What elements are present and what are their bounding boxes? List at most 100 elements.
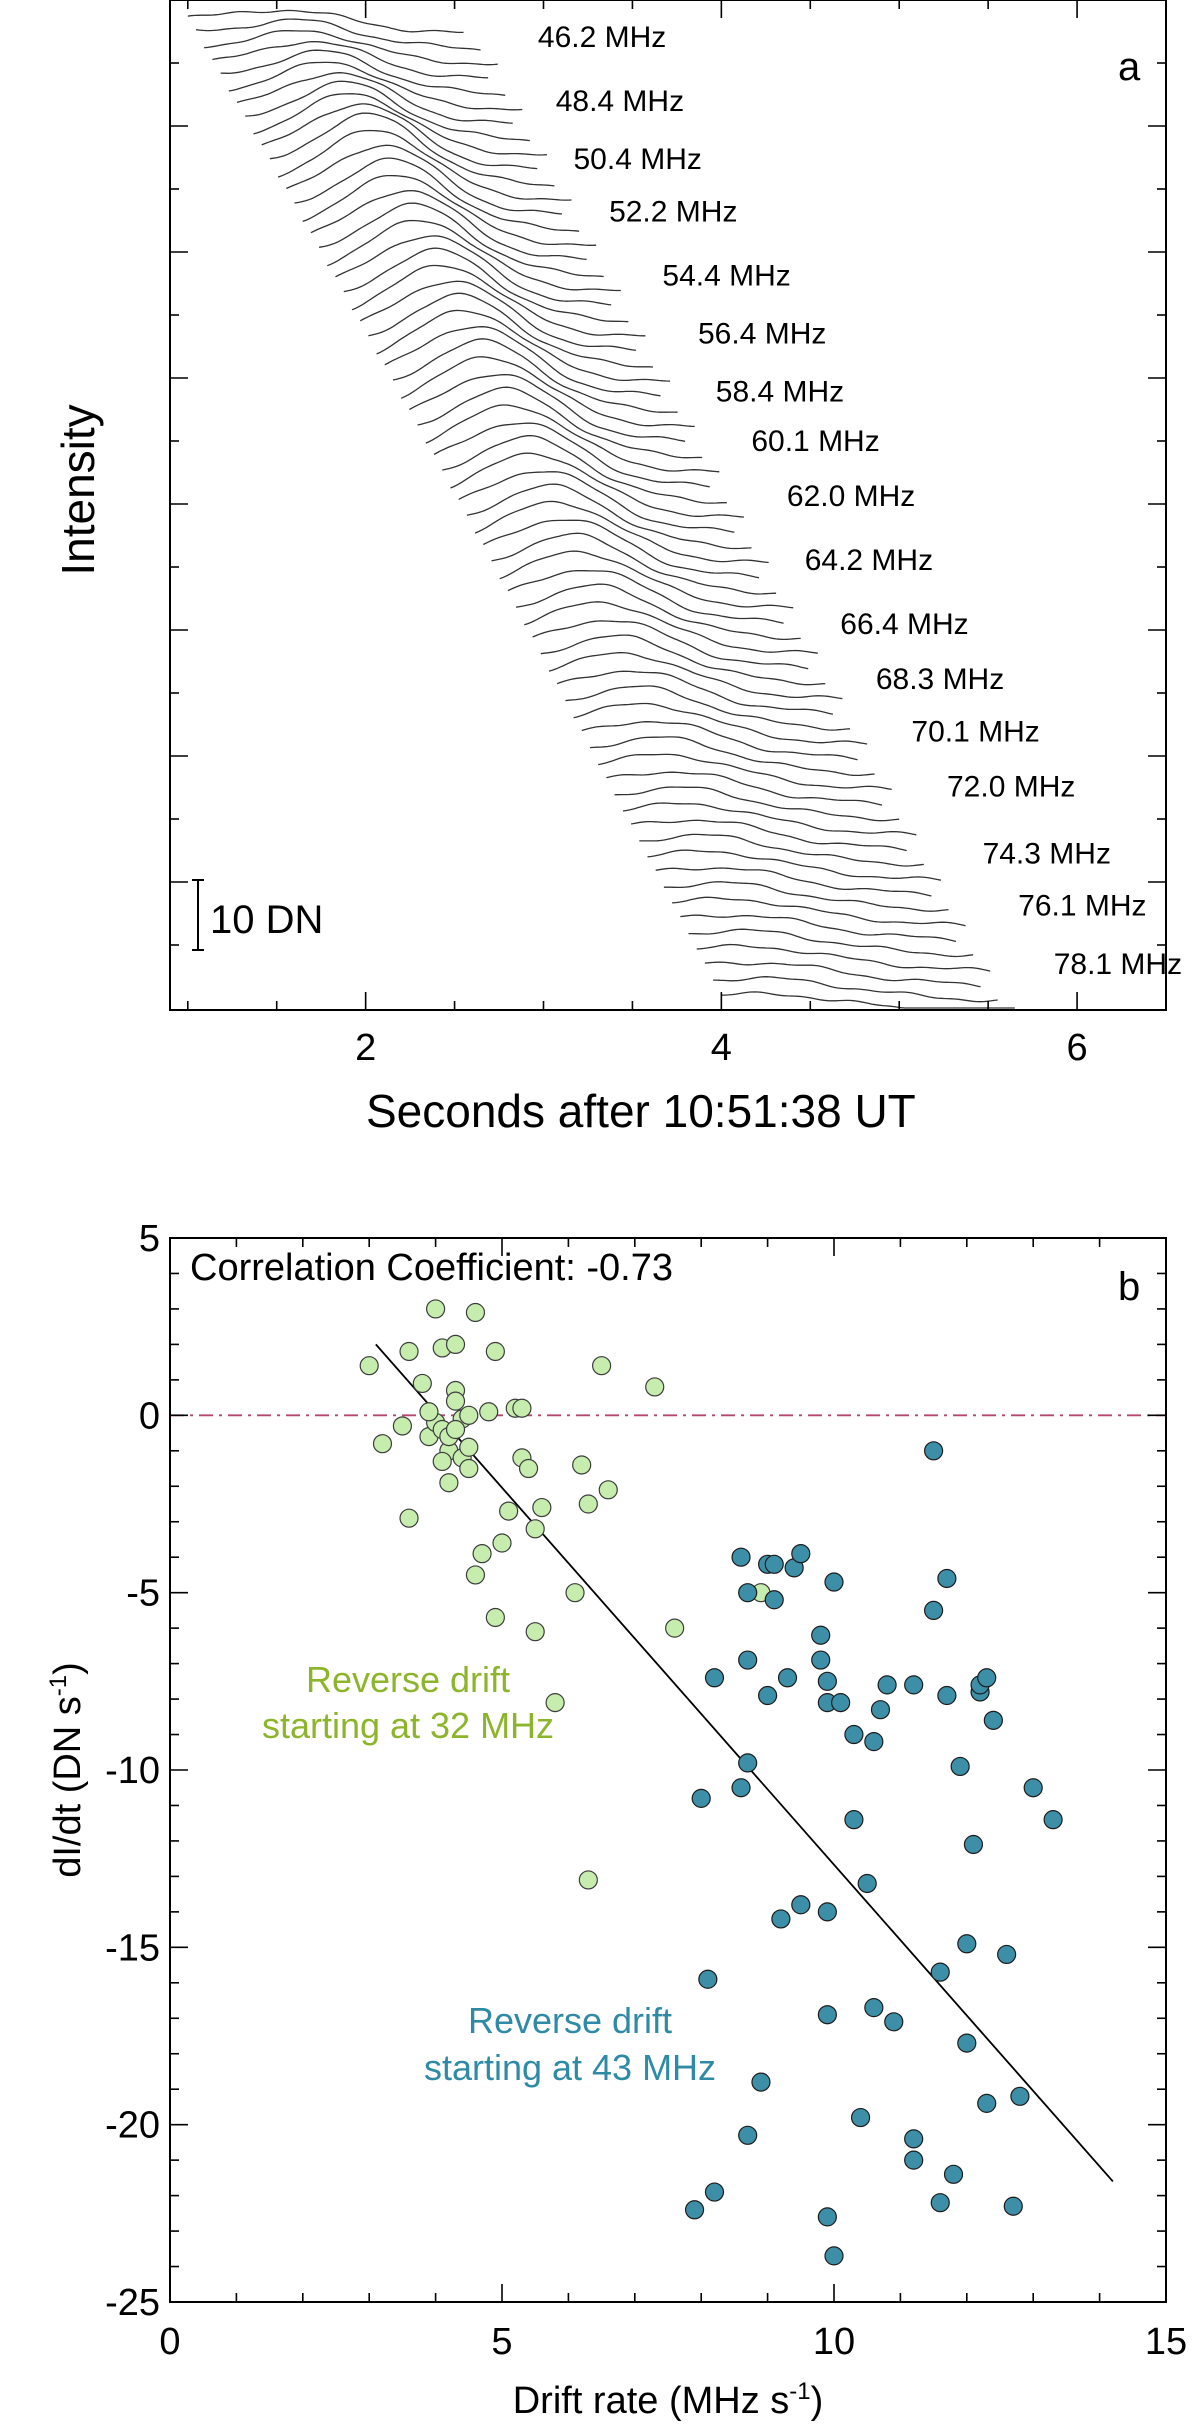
green-data-point [512, 1398, 532, 1418]
intensity-trace [491, 532, 777, 595]
blue-data-point [844, 1810, 864, 1830]
panel-b-y-tick-label: 5 [139, 1218, 160, 1260]
green-data-point [465, 1302, 486, 1323]
blue-series-label-line1: Reverse drift [468, 2000, 672, 2041]
intensity-trace [713, 976, 998, 1003]
intensity-trace [195, 18, 481, 51]
green-data-point [572, 1455, 592, 1475]
frequency-label: 52.2 MHz [609, 195, 737, 228]
frequency-label: 66.4 MHz [840, 608, 968, 641]
panel-b: 0 5 10 15 5 0 -5 -10 -15 -20 -25 Correlation Coeff… [45, 1218, 1187, 2422]
frequency-label: 60.1 MHz [751, 425, 879, 458]
green-data-point [465, 1565, 486, 1585]
blue-data-point [1003, 2196, 1023, 2216]
panel-b-frame [169, 1237, 1167, 2303]
panel-a-x-tick-label: 6 [1067, 1027, 1088, 1069]
panel-a-frame [169, 0, 1167, 1011]
frequency-label: 46.2 MHz [538, 21, 666, 54]
frequency-label: 68.3 MHz [876, 663, 1004, 696]
green-data-point [545, 1693, 565, 1713]
intensity-trace [392, 338, 678, 413]
green-data-point [399, 1341, 419, 1362]
blue-data-point [864, 1998, 884, 2018]
intensity-trace [335, 235, 612, 306]
intensity-trace [351, 264, 646, 337]
green-data-point [445, 1334, 466, 1355]
blue-data-point [1023, 1778, 1043, 1798]
intensity-trace [474, 500, 769, 564]
frequency-label: 54.4 MHz [662, 259, 790, 292]
green-data-point [459, 1458, 479, 1479]
green-data-point [399, 1508, 419, 1528]
panel-b-x-tick-label: 0 [159, 2321, 180, 2363]
intensity-trace [524, 601, 818, 654]
blue-data-point [963, 1834, 984, 1855]
intensity-trace [515, 583, 801, 641]
blue-data-point [923, 1600, 944, 1621]
intensity-trace [483, 519, 760, 579]
green-data-point [472, 1544, 492, 1564]
panel-a-ticks: 2 4 6 [170, 0, 1167, 1069]
panel-b-y-tick-label: -20 [105, 2105, 160, 2147]
blue-data-point [977, 2093, 997, 2113]
panel-b-ticks: 0 5 10 15 5 0 -5 -10 -15 -20 -25 [105, 1218, 1187, 2363]
blue-data-point [684, 2200, 705, 2220]
scale-bar: 10 DN [192, 879, 323, 951]
panel-b-y-tick-label: 0 [139, 1395, 160, 1437]
intensity-traces [187, 9, 1015, 1009]
blue-data-point [1010, 2086, 1030, 2106]
panel-b-xlabel: Drift rate (MHz s-1) [513, 2378, 824, 2422]
panel-b-label: b [1118, 1265, 1140, 1309]
intensity-trace [573, 702, 868, 745]
frequency-label: 70.1 MHz [911, 715, 1039, 748]
panel-b-y-tick-label: -5 [126, 1573, 160, 1615]
panel-b-xlabel-end: ) [811, 2380, 824, 2422]
intensity-trace [565, 685, 851, 731]
green-data-point [598, 1480, 618, 1500]
green-data-point [419, 1402, 439, 1422]
panel-b-x-tick-label: 5 [491, 2321, 512, 2363]
blue-data-point [757, 1685, 778, 1706]
panel-a-label: a [1118, 45, 1141, 89]
intensity-trace [499, 550, 794, 609]
green-data-point [445, 1419, 466, 1440]
blue-data-point [930, 1962, 950, 1982]
green-data-point [459, 1437, 479, 1457]
panel-b-y-tick-label: -15 [105, 1927, 160, 1969]
intensity-trace [343, 247, 629, 323]
blue-data-point [983, 1710, 1003, 1730]
intensity-trace [721, 991, 1015, 1009]
blue-data-point [943, 2164, 964, 2184]
intensity-trace [606, 771, 883, 806]
green-data-point [525, 1519, 545, 1539]
intensity-trace [220, 49, 506, 96]
intensity-trace [245, 80, 530, 142]
intensity-trace [622, 802, 917, 836]
intensity-trace [688, 928, 974, 958]
blue-series-label-line2: starting at 43 MHz [424, 2047, 716, 2088]
panel-a: 2 4 6 46.2 MHz 48.4 MHz 50.4 MHz 52.2 MHz 54.4… [52, 0, 1182, 1137]
intensity-trace [253, 93, 547, 156]
intensity-trace [696, 943, 991, 972]
intensity-trace [581, 721, 858, 761]
panel-b-ylabel-sup: -1 [45, 1675, 72, 1696]
panel-b-x-tick-label: 15 [1145, 2321, 1187, 2363]
frequency-label: 56.4 MHz [698, 317, 826, 350]
blue-data-point [777, 1668, 798, 1688]
blue-data-point [950, 1756, 970, 1777]
green-data-point [578, 1870, 598, 1890]
intensity-trace [187, 9, 464, 34]
blue-data-point [844, 1724, 864, 1745]
intensity-trace [680, 914, 957, 943]
intensity-trace [368, 292, 654, 368]
intensity-trace [540, 634, 826, 686]
panel-a-x-tick-label: 2 [355, 1027, 376, 1069]
frequency-label: 58.4 MHz [716, 376, 844, 409]
blue-data-point [831, 1693, 851, 1713]
intensity-trace [384, 326, 661, 397]
blue-data-point [824, 2246, 844, 2266]
blue-data-point [857, 1873, 877, 1894]
blue-data-point [731, 1778, 751, 1798]
green-data-point [479, 1402, 499, 1422]
